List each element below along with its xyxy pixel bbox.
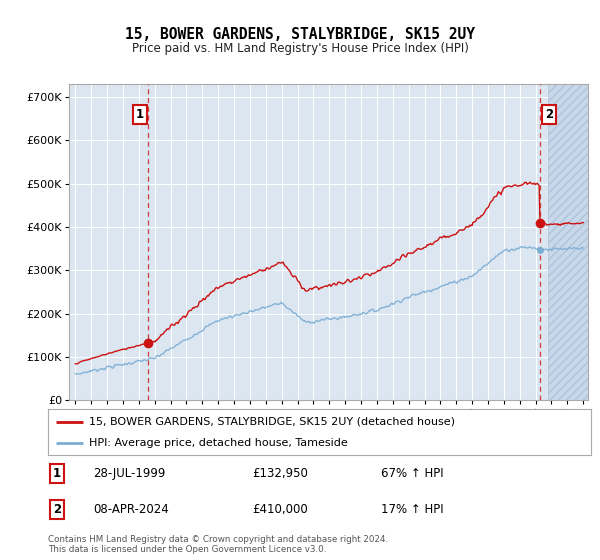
Bar — [548, 84, 591, 400]
Text: Contains HM Land Registry data © Crown copyright and database right 2024.
This d: Contains HM Land Registry data © Crown c… — [48, 535, 388, 554]
Text: Price paid vs. HM Land Registry's House Price Index (HPI): Price paid vs. HM Land Registry's House … — [131, 42, 469, 55]
Text: 67% ↑ HPI: 67% ↑ HPI — [381, 466, 443, 480]
Text: 1: 1 — [53, 466, 61, 480]
Text: 08-APR-2024: 08-APR-2024 — [93, 503, 169, 516]
Text: 2: 2 — [545, 108, 553, 121]
Text: 28-JUL-1999: 28-JUL-1999 — [93, 466, 166, 480]
Text: 15, BOWER GARDENS, STALYBRIDGE, SK15 2UY (detached house): 15, BOWER GARDENS, STALYBRIDGE, SK15 2UY… — [89, 417, 455, 427]
Text: £410,000: £410,000 — [252, 503, 308, 516]
Text: 1: 1 — [136, 108, 144, 121]
Text: HPI: Average price, detached house, Tameside: HPI: Average price, detached house, Tame… — [89, 438, 347, 448]
Text: 17% ↑ HPI: 17% ↑ HPI — [381, 503, 443, 516]
Text: 15, BOWER GARDENS, STALYBRIDGE, SK15 2UY: 15, BOWER GARDENS, STALYBRIDGE, SK15 2UY — [125, 27, 475, 42]
Text: £132,950: £132,950 — [252, 466, 308, 480]
Text: 2: 2 — [53, 503, 61, 516]
